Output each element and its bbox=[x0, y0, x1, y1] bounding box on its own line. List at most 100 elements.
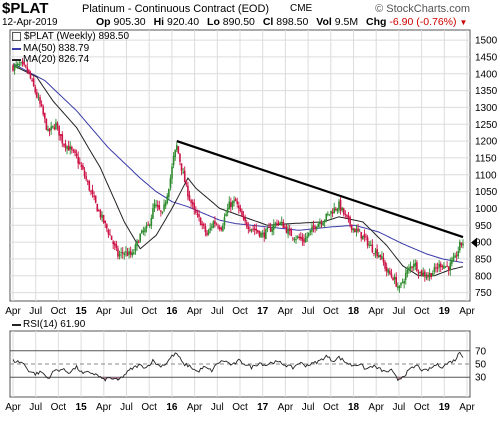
candle-body bbox=[237, 205, 240, 209]
candle-body bbox=[344, 213, 347, 215]
candle-body bbox=[387, 269, 390, 273]
x-tick-label: Apr bbox=[96, 306, 112, 317]
vol-label: Vol bbox=[316, 16, 332, 28]
x-axis-top: Apr Jul Oct 15 Apr Jul Oct 16 Apr Jul Oct 17 Apr Jul O… bbox=[5, 306, 475, 317]
candle-body bbox=[300, 236, 302, 239]
symbol-title: $PLAT bbox=[2, 0, 49, 17]
op-label: Op bbox=[96, 16, 111, 28]
brand-label: © StockCharts.com bbox=[375, 3, 470, 15]
candle-body bbox=[234, 198, 237, 202]
candle-body bbox=[58, 125, 60, 136]
last-price-arrow-icon bbox=[471, 237, 477, 248]
candle-body bbox=[182, 172, 184, 174]
candle-body bbox=[72, 149, 75, 151]
candle-body bbox=[44, 113, 46, 119]
candle-body bbox=[179, 154, 181, 162]
x-tick-label-bottom: Apr bbox=[368, 402, 384, 413]
price-tick-label: 850 bbox=[475, 254, 492, 265]
candle-body bbox=[389, 270, 391, 274]
candle-body bbox=[366, 237, 369, 246]
price-tick-label: 1450 bbox=[475, 52, 498, 63]
legend-rsi-label: RSI(14) 61.90 bbox=[23, 319, 86, 330]
rsi-line-group bbox=[12, 351, 464, 382]
candle-body bbox=[358, 230, 361, 232]
ma50-swatch-icon bbox=[12, 47, 21, 50]
candle-body bbox=[28, 69, 30, 73]
candle-body bbox=[436, 267, 439, 269]
candle-body bbox=[290, 230, 293, 237]
candle-body bbox=[403, 280, 405, 284]
hi-value: 920.40 bbox=[166, 16, 200, 28]
candle-body bbox=[126, 252, 129, 256]
checkbox-icon[interactable] bbox=[12, 32, 21, 41]
candle-body bbox=[195, 210, 197, 213]
x-tick-label-bottom: Apr bbox=[278, 402, 294, 413]
candle-body bbox=[433, 267, 436, 272]
candle-body bbox=[424, 271, 426, 277]
ohlc-readout: Op 905.30 Hi 920.40 Lo 890.50 Cl 898.50 … bbox=[96, 16, 467, 28]
x-tick-label: Oct bbox=[323, 306, 339, 317]
candle-body bbox=[136, 240, 138, 246]
candle-body bbox=[47, 129, 49, 131]
candle-body bbox=[48, 128, 51, 132]
candle-body bbox=[91, 189, 94, 194]
legend-ma50: MA(50) 838.79 bbox=[12, 43, 89, 54]
candle-body bbox=[228, 201, 231, 210]
candle-body bbox=[272, 224, 275, 230]
candle-body bbox=[428, 273, 431, 278]
candle-body bbox=[13, 64, 16, 71]
candle-body bbox=[265, 229, 267, 240]
candle-body bbox=[26, 67, 29, 71]
candle-body bbox=[236, 201, 239, 204]
candle-body bbox=[462, 243, 464, 246]
chg-label: Chg bbox=[366, 16, 387, 28]
x-tick-label: 16 bbox=[166, 306, 178, 317]
candle-body bbox=[374, 250, 377, 254]
candle-body bbox=[123, 253, 126, 255]
candle-body bbox=[75, 153, 78, 157]
candle-body bbox=[118, 254, 121, 256]
exchange-label: CME bbox=[290, 3, 313, 14]
candle-body bbox=[422, 272, 425, 276]
price-tick-label: 1200 bbox=[475, 137, 498, 148]
candle-body bbox=[393, 277, 396, 280]
price-tick-label: 950 bbox=[475, 221, 492, 232]
candle-body bbox=[431, 273, 434, 277]
candle-body bbox=[171, 166, 173, 179]
candle-body bbox=[258, 231, 261, 237]
candle-body bbox=[419, 271, 421, 273]
candle-body bbox=[93, 195, 95, 197]
date-label: 12-Apr-2019 bbox=[2, 17, 58, 28]
price-tick-label: 1100 bbox=[475, 170, 497, 181]
candle-body bbox=[144, 228, 146, 233]
candle-body bbox=[77, 156, 79, 164]
candle-body bbox=[242, 216, 245, 220]
x-tick-label: Jul bbox=[393, 306, 406, 317]
candle-body bbox=[50, 126, 52, 130]
candle-body bbox=[360, 232, 363, 239]
candle-body bbox=[346, 214, 348, 217]
candle-body bbox=[271, 228, 273, 232]
candle-body bbox=[425, 276, 428, 278]
candle-body bbox=[82, 165, 84, 170]
rsi-swatch-icon bbox=[12, 323, 21, 326]
price-tick-label: 1000 bbox=[475, 204, 498, 215]
candle-body bbox=[148, 224, 151, 226]
x-tick-label: Apr bbox=[187, 306, 203, 317]
candle-body bbox=[317, 223, 320, 228]
rsi-line bbox=[12, 351, 464, 382]
candles bbox=[12, 58, 464, 293]
x-tick-label-bottom: 15 bbox=[76, 402, 88, 413]
candle-body bbox=[292, 237, 294, 239]
x-tick-label-bottom: Jul bbox=[120, 402, 133, 413]
candle-body bbox=[257, 230, 259, 233]
candle-body bbox=[199, 217, 202, 226]
candle-body bbox=[23, 62, 25, 65]
candle-body bbox=[377, 255, 380, 258]
x-tick-label-bottom: Apr bbox=[5, 402, 21, 413]
candle-body bbox=[61, 134, 64, 144]
candle-body bbox=[241, 211, 243, 217]
candle-body bbox=[368, 244, 370, 246]
price-tick-label: 750 bbox=[475, 288, 492, 299]
candle-body bbox=[203, 223, 205, 226]
